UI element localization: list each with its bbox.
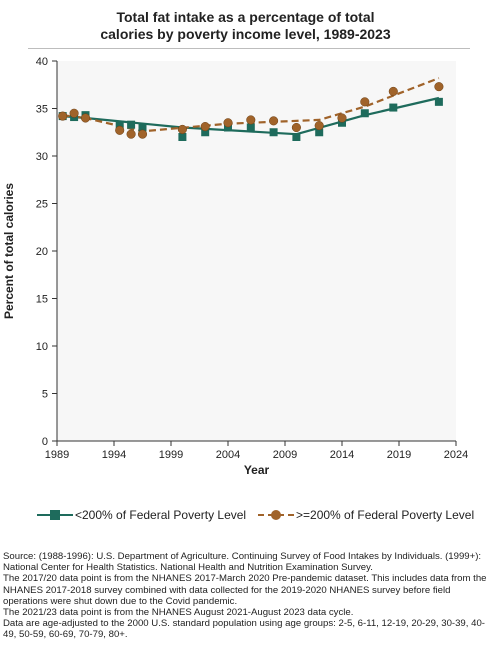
data-point-low-income (115, 120, 124, 129)
chart-title-line-1: Total fat intake as a percentage of tota… (116, 9, 375, 25)
data-point-high-income (360, 97, 370, 107)
data-point-high-income (137, 129, 148, 139)
x-tick-label: 2004 (216, 449, 240, 461)
x-tick-label: 2014 (330, 449, 354, 461)
data-point-high-income (314, 121, 324, 131)
y-axis-title: Percent of total calories (2, 183, 16, 319)
x-tick-label: 2019 (387, 449, 411, 461)
title-divider (28, 48, 470, 49)
data-point-low-income (338, 118, 346, 127)
data-point-high-income (80, 113, 91, 123)
chart-title: Total fat intake as a percentage of tota… (0, 9, 491, 43)
footnote-2017-20: The 2017/20 data point is from the NHANE… (3, 573, 487, 607)
y-tick-label: 20 (36, 246, 48, 258)
y-tick-label: 35 (36, 104, 48, 116)
data-point-high-income (434, 82, 444, 92)
x-tick-label: 1999 (159, 449, 183, 461)
x-tick-label: 1994 (102, 449, 126, 461)
data-point-high-income (200, 122, 210, 132)
legend-item-low-income[interactable]: <200% of Federal Poverty Level (37, 508, 246, 522)
square-marker-icon (50, 510, 60, 520)
axes: 0 5 10 15 20 25 30 35 40 1989 1994 1999 2004 2009 2014… (36, 56, 468, 461)
data-point-high-income (291, 122, 301, 133)
data-point-low-income (178, 133, 187, 141)
y-tick-label: 5 (42, 389, 48, 401)
x-tick-label: 2009 (273, 449, 297, 461)
data-point-low-income (127, 120, 136, 129)
data-point-high-income (126, 129, 136, 139)
circle-marker-icon (271, 510, 281, 520)
series-layer (58, 77, 444, 141)
data-point-low-income (315, 128, 324, 137)
legend-swatch-high-income (258, 508, 294, 522)
legend-label-high-income: >=200% of Federal Poverty Level (296, 508, 475, 522)
y-tick-label: 40 (36, 56, 48, 68)
chart-title-line-2: calories by poverty income level, 1989-2… (100, 26, 391, 42)
data-point-low-income (434, 97, 443, 106)
data-point-high-income (115, 125, 125, 135)
footnote-age-adjusted: Data are age-adjusted to the 2000 U.S. s… (3, 618, 485, 641)
data-point-high-income (58, 111, 68, 121)
legend-item-high-income[interactable]: >=200% of Federal Poverty Level (258, 508, 474, 522)
data-point-low-income (224, 123, 232, 132)
footnote-block: Source: (1988-1996): U.S. Department of … (3, 551, 489, 641)
data-point-low-income (292, 133, 301, 141)
y-tick-label: 0 (42, 436, 48, 448)
y-tick-label: 30 (36, 151, 48, 163)
legend-swatch-low-income (37, 508, 73, 522)
plot-area (57, 61, 456, 441)
data-point-low-income (389, 103, 398, 112)
data-point-high-income (388, 86, 398, 96)
data-point-high-income (69, 108, 79, 118)
data-point-high-income (246, 115, 256, 125)
data-point-low-income (360, 109, 369, 118)
data-point-low-income (201, 128, 210, 137)
x-axis-title: Year (244, 463, 270, 477)
legend-label-low-income: <200% of Federal Poverty Level (75, 508, 247, 522)
x-tick-label: 1989 (45, 449, 69, 461)
y-tick-label: 25 (36, 199, 48, 211)
footnote-source: Source: (1988-1996): U.S. Department of … (3, 551, 482, 574)
data-point-high-income (269, 116, 279, 126)
data-point-high-income (177, 124, 187, 134)
legend: <200% of Federal Poverty Level >=200% of… (0, 508, 491, 526)
data-point-low-income (246, 123, 255, 132)
data-point-high-income (223, 118, 233, 128)
y-tick-label: 10 (36, 341, 48, 353)
data-point-low-income (269, 128, 278, 137)
data-point-low-income (138, 123, 147, 132)
x-tick-label: 2024 (444, 449, 468, 461)
footnote-2021-23: The 2021/23 data point is from the NHANE… (3, 607, 354, 619)
y-tick-label: 15 (36, 294, 48, 306)
chart-canvas: 0 5 10 15 20 25 30 35 40 1989 1994 1999 2004 2009 2014… (2, 56, 468, 477)
data-point-high-income (337, 113, 347, 123)
